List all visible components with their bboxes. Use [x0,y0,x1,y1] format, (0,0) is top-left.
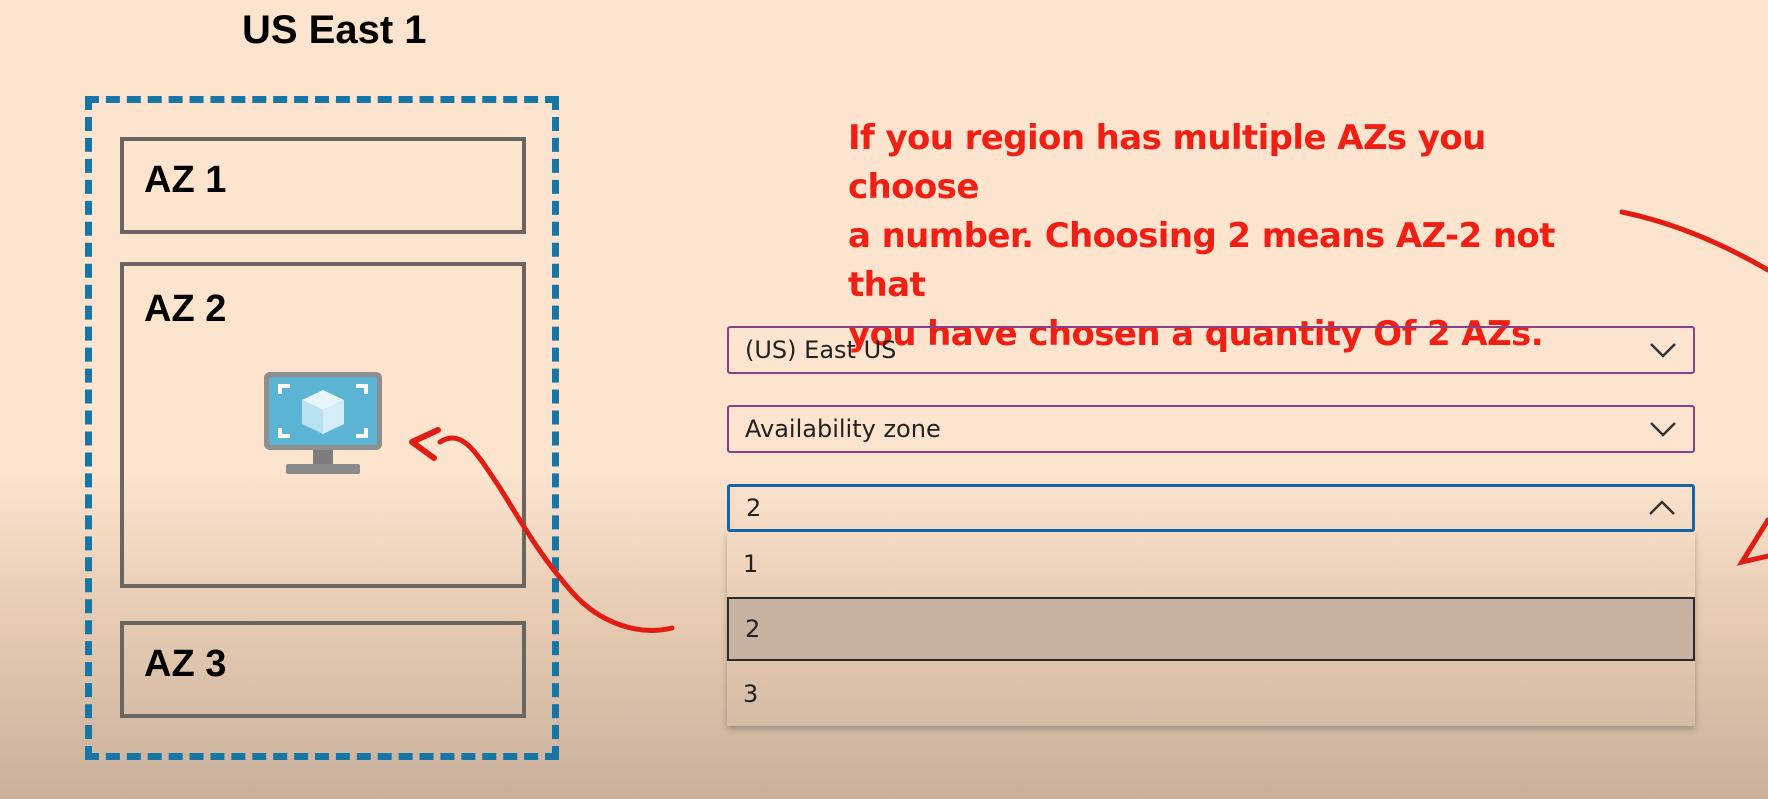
zone-select[interactable]: 2 [727,484,1695,532]
az-2-label: AZ 2 [144,288,226,331]
az-1-label: AZ 1 [144,159,226,202]
az-3-label: AZ 3 [144,643,226,686]
region-select[interactable]: (US) East US [727,326,1695,374]
region-title: US East 1 [242,8,427,53]
chevron-down-icon [1649,342,1677,358]
zone-option-2[interactable]: 2 [727,597,1695,661]
annotation-line-2: a number. Choosing 2 means AZ-2 not that [848,212,1608,310]
red-pointer-line [1622,212,1768,270]
chevron-down-icon [1649,421,1677,437]
region-select-value: (US) East US [745,336,896,364]
annotation-line-1: If you region has multiple AZs you choos… [848,114,1608,212]
zone-option-1[interactable]: 1 [727,532,1695,596]
availability-select-value: Availability zone [745,415,941,443]
az-3-box: AZ 3 [120,621,526,718]
annotation-note: If you region has multiple AZs you choos… [848,114,1608,359]
chevron-up-icon [1648,500,1676,516]
zone-select-value: 2 [746,494,761,522]
zone-option-3[interactable]: 3 [727,662,1695,726]
red-pointer-head [1742,520,1768,562]
zone-option-label: 3 [743,680,758,708]
az-1-box: AZ 1 [120,137,526,234]
zone-dropdown-list: 1 2 3 [727,532,1695,726]
virtual-machine-icon [264,372,382,482]
zone-option-label: 1 [743,550,758,578]
zone-option-label: 2 [745,615,760,643]
availability-select[interactable]: Availability zone [727,405,1695,453]
